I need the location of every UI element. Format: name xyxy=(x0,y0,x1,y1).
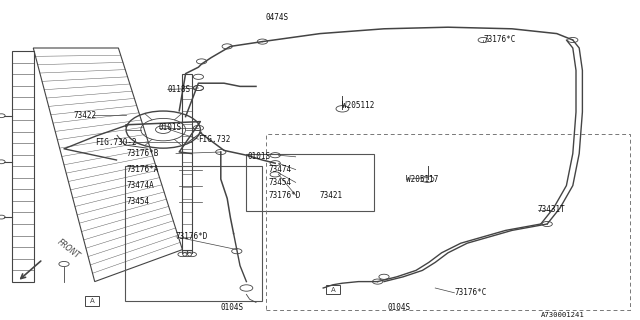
Text: A: A xyxy=(90,298,95,304)
Text: 73474: 73474 xyxy=(269,165,292,174)
Text: 73454: 73454 xyxy=(126,197,149,206)
Text: FIG.730-2: FIG.730-2 xyxy=(95,138,136,147)
Text: 73176*D: 73176*D xyxy=(176,232,209,241)
Text: A730001241: A730001241 xyxy=(541,312,584,318)
Text: 73431T: 73431T xyxy=(538,205,565,214)
Text: 73176*C: 73176*C xyxy=(483,36,516,44)
Bar xyxy=(182,74,192,250)
Text: 73176*C: 73176*C xyxy=(454,288,487,297)
Text: 0101S: 0101S xyxy=(248,152,271,161)
Bar xyxy=(85,296,99,306)
Text: W205117: W205117 xyxy=(406,175,439,184)
Text: W205112: W205112 xyxy=(342,101,375,110)
Bar xyxy=(246,154,374,211)
Bar xyxy=(266,134,630,310)
Bar xyxy=(326,285,340,294)
Text: 73474A: 73474A xyxy=(126,181,154,190)
Text: 73176*D: 73176*D xyxy=(269,191,301,200)
Text: 73421: 73421 xyxy=(320,191,343,200)
Text: 0474S: 0474S xyxy=(266,13,289,22)
Bar xyxy=(12,51,34,282)
Text: 0104S: 0104S xyxy=(387,303,410,312)
Circle shape xyxy=(156,126,171,133)
Text: 73176*B: 73176*B xyxy=(126,149,159,158)
Text: 73422: 73422 xyxy=(74,111,97,120)
Text: A: A xyxy=(331,287,336,292)
Text: 73176*A: 73176*A xyxy=(126,165,159,174)
Bar xyxy=(125,166,262,301)
Text: 73454: 73454 xyxy=(269,178,292,187)
Text: 0118S: 0118S xyxy=(168,85,191,94)
Text: FRONT: FRONT xyxy=(56,238,82,261)
Text: 0101S: 0101S xyxy=(159,124,182,132)
Text: 0104S: 0104S xyxy=(221,303,244,312)
Text: FIG.732: FIG.732 xyxy=(198,135,231,144)
